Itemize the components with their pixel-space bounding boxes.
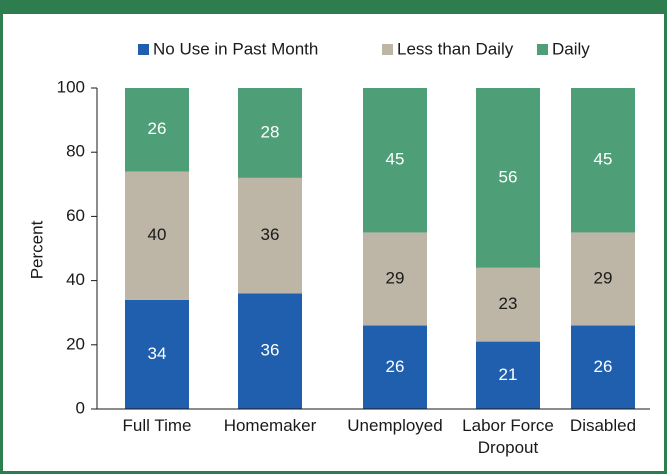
data-label: 29	[594, 268, 613, 287]
bar-segment	[363, 88, 427, 233]
bar-segment	[238, 88, 302, 178]
bar-segment	[476, 88, 540, 268]
y-axis-label: Percent	[27, 220, 46, 279]
data-label: 29	[386, 268, 405, 287]
data-label: 34	[148, 344, 167, 363]
bar-segment	[571, 88, 635, 233]
bar-segment	[571, 232, 635, 326]
data-label: 45	[386, 150, 405, 169]
bar-segment	[125, 299, 189, 409]
bar-segment	[476, 341, 540, 409]
data-label: 36	[261, 225, 280, 244]
bar-segment	[363, 325, 427, 409]
top-band	[0, 0, 667, 14]
y-tick-label: 20	[66, 334, 85, 353]
data-label: 23	[499, 294, 518, 313]
legend-label: No Use in Past Month	[153, 39, 318, 58]
x-tick-label: Disabled	[569, 416, 637, 435]
bar-segment	[125, 171, 189, 300]
legend-swatch	[537, 44, 548, 55]
x-tick-label: Homemaker	[223, 416, 317, 435]
data-label: 26	[148, 119, 167, 138]
y-tick-label: 40	[66, 270, 85, 289]
data-label: 26	[386, 357, 405, 376]
legend-label: Less than Daily	[397, 39, 514, 58]
y-tick-label: 0	[76, 398, 85, 417]
y-tick-label: 60	[66, 206, 85, 225]
data-label: 21	[499, 365, 518, 384]
y-tick-label: 80	[66, 142, 85, 161]
bar-segment	[238, 177, 302, 294]
data-label: 28	[261, 122, 280, 141]
bar-segment	[571, 325, 635, 409]
legend-label: Daily	[552, 39, 590, 58]
data-label: 45	[594, 150, 613, 169]
x-tick-label: Full Time	[122, 416, 192, 435]
y-tick-label: 100	[57, 77, 85, 96]
data-label: 36	[261, 341, 280, 360]
bar-segment	[125, 88, 189, 172]
bar-segment	[363, 232, 427, 326]
data-label: 56	[499, 167, 518, 186]
bar-segment	[476, 267, 540, 342]
x-tick-label: Unemployed	[347, 416, 443, 435]
bar-segment	[238, 293, 302, 409]
x-tick-label: Labor Force Dropout	[462, 416, 554, 457]
data-label: 26	[594, 357, 613, 376]
legend-swatch	[382, 44, 393, 55]
legend-swatch	[138, 44, 149, 55]
data-label: 40	[148, 225, 167, 244]
